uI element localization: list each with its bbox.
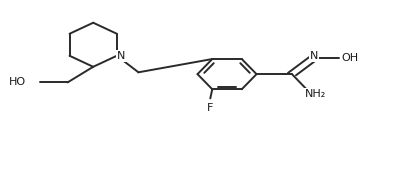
Text: F: F [207, 103, 213, 113]
Text: HO: HO [9, 77, 26, 87]
Text: N: N [117, 51, 126, 61]
Text: N: N [309, 51, 318, 61]
Text: NH₂: NH₂ [305, 89, 326, 99]
Text: OH: OH [342, 53, 359, 63]
